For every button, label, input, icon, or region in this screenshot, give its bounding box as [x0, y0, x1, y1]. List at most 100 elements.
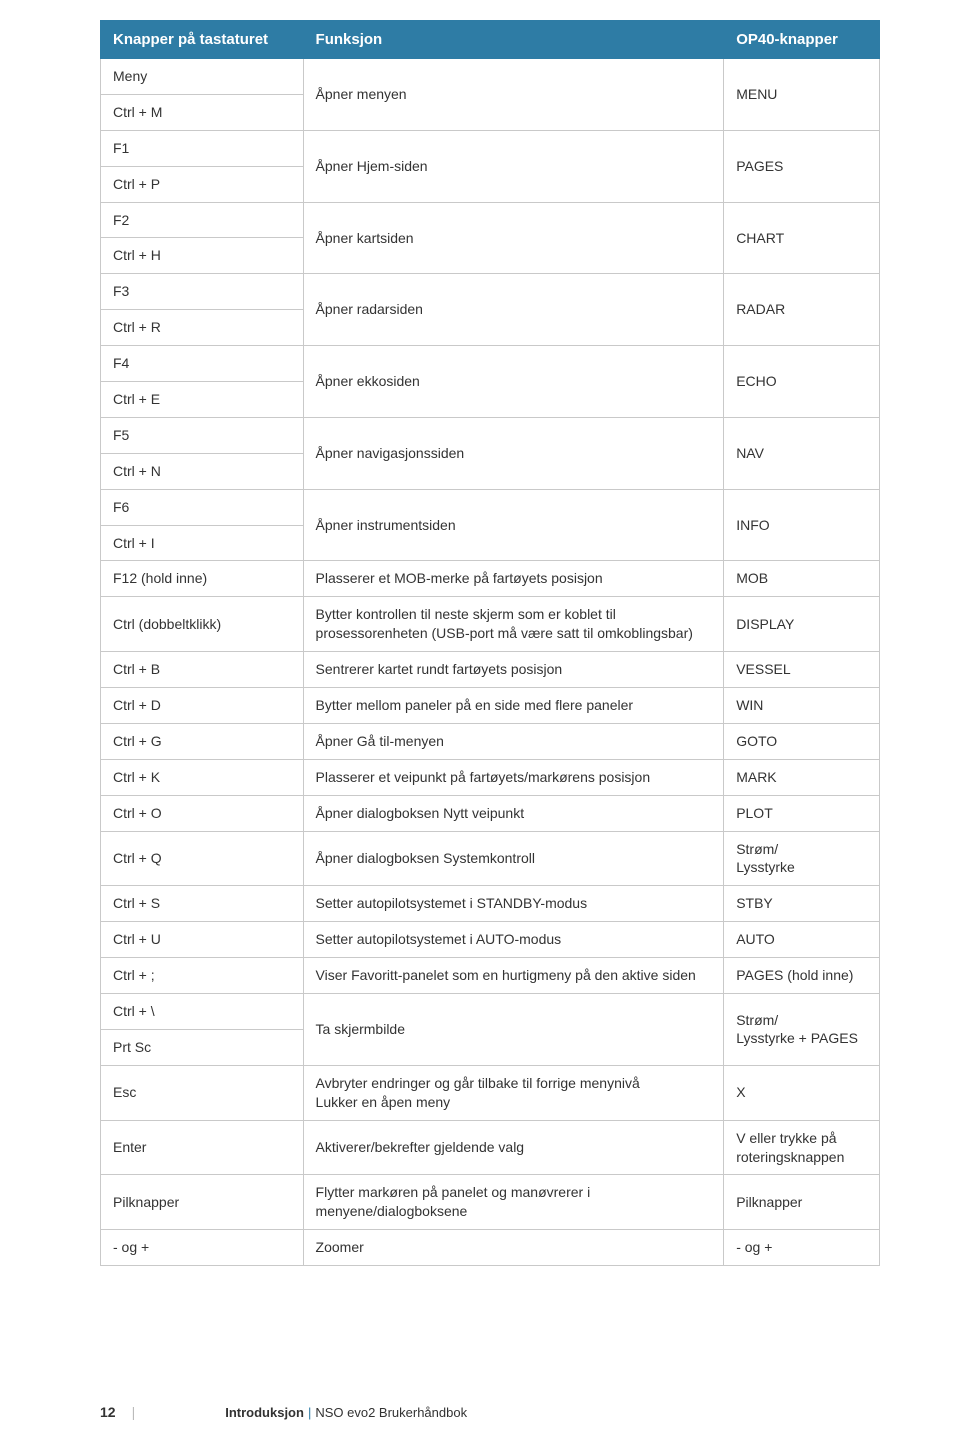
function-cell: Åpner Hjem-siden: [303, 130, 724, 202]
function-cell: Flytter markøren på panelet og manøvrere…: [303, 1175, 724, 1230]
keyboard-shortcut-table: Knapper på tastaturet Funksjon OP40-knap…: [100, 20, 880, 1266]
table-row: F2Åpner kartsidenCHART: [101, 202, 880, 238]
table-row: F4Åpner ekkosidenECHO: [101, 346, 880, 382]
key-cell: Ctrl + O: [101, 795, 304, 831]
table-row: Ctrl + \Ta skjermbildeStrøm/Lysstyrke + …: [101, 994, 880, 1030]
key-cell: Ctrl + I: [101, 525, 304, 561]
op40-cell: V eller trykke på roteringsknappen: [724, 1120, 880, 1175]
function-cell: Åpner dialogboksen Systemkontroll: [303, 831, 724, 886]
key-cell: F3: [101, 274, 304, 310]
function-cell: Sentrerer kartet rundt fartøyets posisjo…: [303, 652, 724, 688]
key-cell: Ctrl + H: [101, 238, 304, 274]
table-row: Ctrl + ;Viser Favoritt-panelet som en hu…: [101, 958, 880, 994]
op40-cell: MENU: [724, 59, 880, 131]
key-cell: Ctrl + E: [101, 382, 304, 418]
function-cell: Åpner Gå til-menyen: [303, 723, 724, 759]
op40-cell: DISPLAY: [724, 597, 880, 652]
function-cell: Åpner instrumentsiden: [303, 489, 724, 561]
col-header-function: Funksjon: [303, 21, 724, 59]
op40-cell: Strøm/Lysstyrke + PAGES: [724, 994, 880, 1066]
key-cell: Ctrl + S: [101, 886, 304, 922]
key-cell: F4: [101, 346, 304, 382]
function-cell: Åpner navigasjonssiden: [303, 417, 724, 489]
table-row: F5Åpner navigasjonssidenNAV: [101, 417, 880, 453]
key-cell: Esc: [101, 1065, 304, 1120]
function-cell: Zoomer: [303, 1230, 724, 1266]
table-header: Knapper på tastaturet Funksjon OP40-knap…: [101, 21, 880, 59]
function-cell: Setter autopilotsystemet i STANDBY-modus: [303, 886, 724, 922]
table-row: Ctrl + GÅpner Gå til-menyenGOTO: [101, 723, 880, 759]
key-cell: - og +: [101, 1230, 304, 1266]
table-row: F3Åpner radarsidenRADAR: [101, 274, 880, 310]
table-row: F6Åpner instrumentsidenINFO: [101, 489, 880, 525]
footer-section: Introduksjon: [225, 1405, 304, 1420]
page-number: 12: [100, 1404, 116, 1420]
table-row: Ctrl (dobbeltklikk)Bytter kontrollen til…: [101, 597, 880, 652]
key-cell: Ctrl + N: [101, 453, 304, 489]
op40-cell: ECHO: [724, 346, 880, 418]
key-cell: Prt Sc: [101, 1029, 304, 1065]
function-cell: Avbryter endringer og går tilbake til fo…: [303, 1065, 724, 1120]
key-cell: F2: [101, 202, 304, 238]
op40-cell: Strøm/Lysstyrke: [724, 831, 880, 886]
key-cell: Ctrl + D: [101, 688, 304, 724]
function-cell: Åpner ekkosiden: [303, 346, 724, 418]
key-cell: Ctrl + P: [101, 166, 304, 202]
key-cell: F6: [101, 489, 304, 525]
table-row: Ctrl + USetter autopilotsystemet i AUTO-…: [101, 922, 880, 958]
function-cell: Bytter mellom paneler på en side med fle…: [303, 688, 724, 724]
key-cell: Ctrl + U: [101, 922, 304, 958]
page-footer: 12 | Introduksjon | NSO evo2 Brukerhåndb…: [0, 1404, 960, 1420]
key-cell: Ctrl + M: [101, 94, 304, 130]
key-cell: Enter: [101, 1120, 304, 1175]
op40-cell: PLOT: [724, 795, 880, 831]
col-header-keys: Knapper på tastaturet: [101, 21, 304, 59]
table-row: Ctrl + DBytter mellom paneler på en side…: [101, 688, 880, 724]
footer-divider: |: [308, 1405, 311, 1420]
footer-doc-title: NSO evo2 Brukerhåndbok: [315, 1405, 467, 1420]
table-row: Ctrl + QÅpner dialogboksen Systemkontrol…: [101, 831, 880, 886]
function-cell: Plasserer et veipunkt på fartøyets/markø…: [303, 759, 724, 795]
table-row: EscAvbryter endringer og går tilbake til…: [101, 1065, 880, 1120]
key-cell: Ctrl + Q: [101, 831, 304, 886]
function-cell: Aktiverer/bekrefter gjeldende valg: [303, 1120, 724, 1175]
function-cell: Åpner radarsiden: [303, 274, 724, 346]
op40-cell: STBY: [724, 886, 880, 922]
op40-cell: GOTO: [724, 723, 880, 759]
op40-cell: MOB: [724, 561, 880, 597]
op40-cell: AUTO: [724, 922, 880, 958]
op40-cell: MARK: [724, 759, 880, 795]
table-row: Ctrl + KPlasserer et veipunkt på fartøye…: [101, 759, 880, 795]
table-body: MenyÅpner menyenMENUCtrl + MF1Åpner Hjem…: [101, 59, 880, 1266]
key-cell: Ctrl + G: [101, 723, 304, 759]
function-cell: Åpner dialogboksen Nytt veipunkt: [303, 795, 724, 831]
footer-separator: |: [132, 1404, 136, 1420]
col-header-op40: OP40-knapper: [724, 21, 880, 59]
op40-cell: CHART: [724, 202, 880, 274]
function-cell: Ta skjermbilde: [303, 994, 724, 1066]
table-row: - og +Zoomer- og +: [101, 1230, 880, 1266]
function-cell: Plasserer et MOB-merke på fartøyets posi…: [303, 561, 724, 597]
table-row: PilknapperFlytter markøren på panelet og…: [101, 1175, 880, 1230]
table-row: Ctrl + OÅpner dialogboksen Nytt veipunkt…: [101, 795, 880, 831]
op40-cell: WIN: [724, 688, 880, 724]
table-row: EnterAktiverer/bekrefter gjeldende valgV…: [101, 1120, 880, 1175]
key-cell: Ctrl (dobbeltklikk): [101, 597, 304, 652]
key-cell: F12 (hold inne): [101, 561, 304, 597]
table-row: Ctrl + SSetter autopilotsystemet i STAND…: [101, 886, 880, 922]
key-cell: Meny: [101, 59, 304, 95]
op40-cell: PAGES: [724, 130, 880, 202]
op40-cell: X: [724, 1065, 880, 1120]
table-row: F12 (hold inne)Plasserer et MOB-merke på…: [101, 561, 880, 597]
function-cell: Setter autopilotsystemet i AUTO-modus: [303, 922, 724, 958]
key-cell: Ctrl + \: [101, 994, 304, 1030]
key-cell: Ctrl + K: [101, 759, 304, 795]
function-cell: Viser Favoritt-panelet som en hurtigmeny…: [303, 958, 724, 994]
page: Knapper på tastaturet Funksjon OP40-knap…: [0, 0, 960, 1442]
key-cell: Pilknapper: [101, 1175, 304, 1230]
key-cell: F5: [101, 417, 304, 453]
key-cell: Ctrl + ;: [101, 958, 304, 994]
table-row: F1Åpner Hjem-sidenPAGES: [101, 130, 880, 166]
op40-cell: NAV: [724, 417, 880, 489]
key-cell: Ctrl + R: [101, 310, 304, 346]
